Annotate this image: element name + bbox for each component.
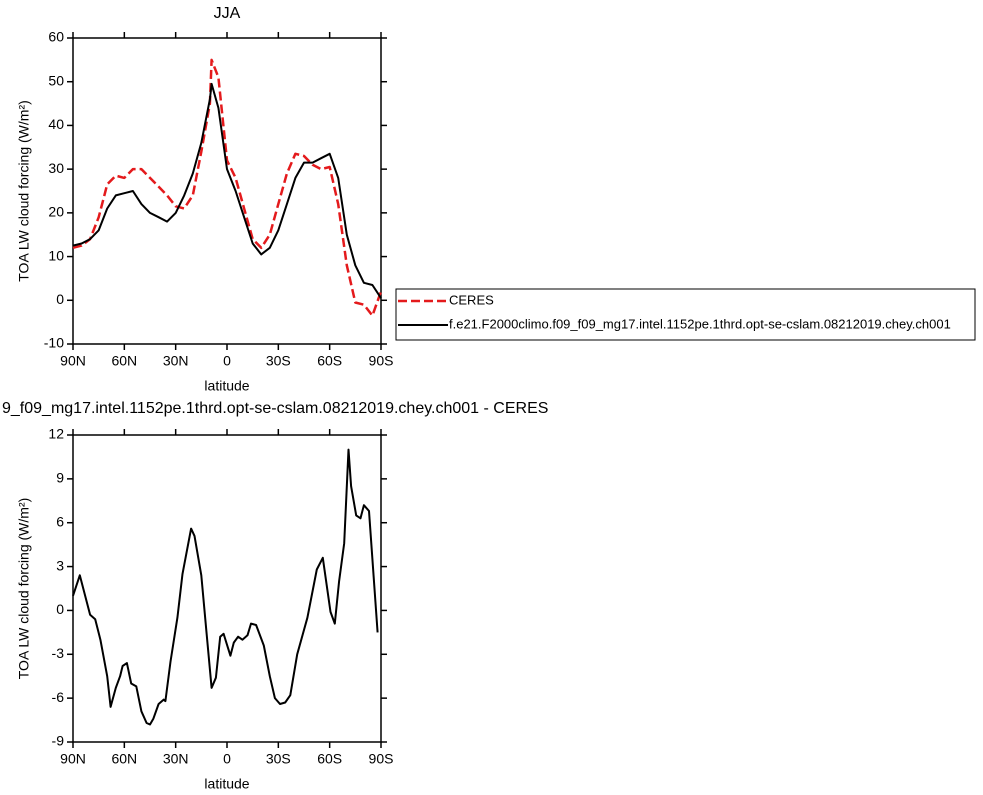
x-tick-label: 90N xyxy=(60,353,86,369)
y-tick-label: 3 xyxy=(56,557,64,573)
chart-title: JJA xyxy=(214,5,241,22)
x-tick-label: 90S xyxy=(369,353,394,369)
x-tick-label: 30N xyxy=(163,751,189,767)
plot-frame xyxy=(72,37,382,345)
x-tick-label: 30N xyxy=(163,353,189,369)
x-axis-label: latitude xyxy=(204,378,249,394)
y-tick-label: -10 xyxy=(44,335,64,351)
y-tick-label: 40 xyxy=(48,116,64,132)
y-axis-label: TOA LW cloud forcing (W/m²) xyxy=(16,498,32,680)
x-tick-label: 60N xyxy=(111,751,137,767)
y-axis-label: TOA LW cloud forcing (W/m²) xyxy=(16,100,32,282)
x-tick-label: 90S xyxy=(369,751,394,767)
legend-box xyxy=(395,288,976,341)
x-tick-label: 60S xyxy=(317,353,342,369)
y-tick-label: 30 xyxy=(48,160,64,176)
x-tick-label: 30S xyxy=(266,353,291,369)
x-tick-label: 0 xyxy=(223,751,231,767)
y-tick-label: 6 xyxy=(56,513,64,529)
y-tick-label: 20 xyxy=(48,204,64,220)
y-tick-label: 50 xyxy=(48,72,64,88)
y-tick-label: -6 xyxy=(52,689,65,705)
legend-label: f.e21.F2000climo.f09_f09_mg17.intel.1152… xyxy=(449,316,951,331)
data-line xyxy=(72,58,383,317)
data-line xyxy=(72,82,382,299)
plot-frame xyxy=(72,434,382,743)
y-tick-label: -3 xyxy=(52,645,65,661)
y-tick-label: 0 xyxy=(56,291,64,307)
x-tick-label: 60S xyxy=(317,751,342,767)
y-tick-label: -9 xyxy=(52,733,65,749)
x-tick-label: 60N xyxy=(111,353,137,369)
y-tick-label: 60 xyxy=(48,29,64,45)
data-line xyxy=(72,448,379,726)
chart-title: 9_f09_mg17.intel.1152pe.1thrd.opt-se-csl… xyxy=(2,400,548,417)
x-tick-label: 90N xyxy=(60,751,86,767)
legend-label: CERES xyxy=(449,292,494,307)
x-tick-label: 0 xyxy=(223,353,231,369)
y-tick-label: 10 xyxy=(48,247,64,263)
x-axis-label: latitude xyxy=(204,776,249,792)
y-tick-label: 0 xyxy=(56,601,64,617)
x-tick-label: 30S xyxy=(266,751,291,767)
y-tick-label: 9 xyxy=(56,470,64,486)
y-tick-label: 12 xyxy=(48,426,64,442)
